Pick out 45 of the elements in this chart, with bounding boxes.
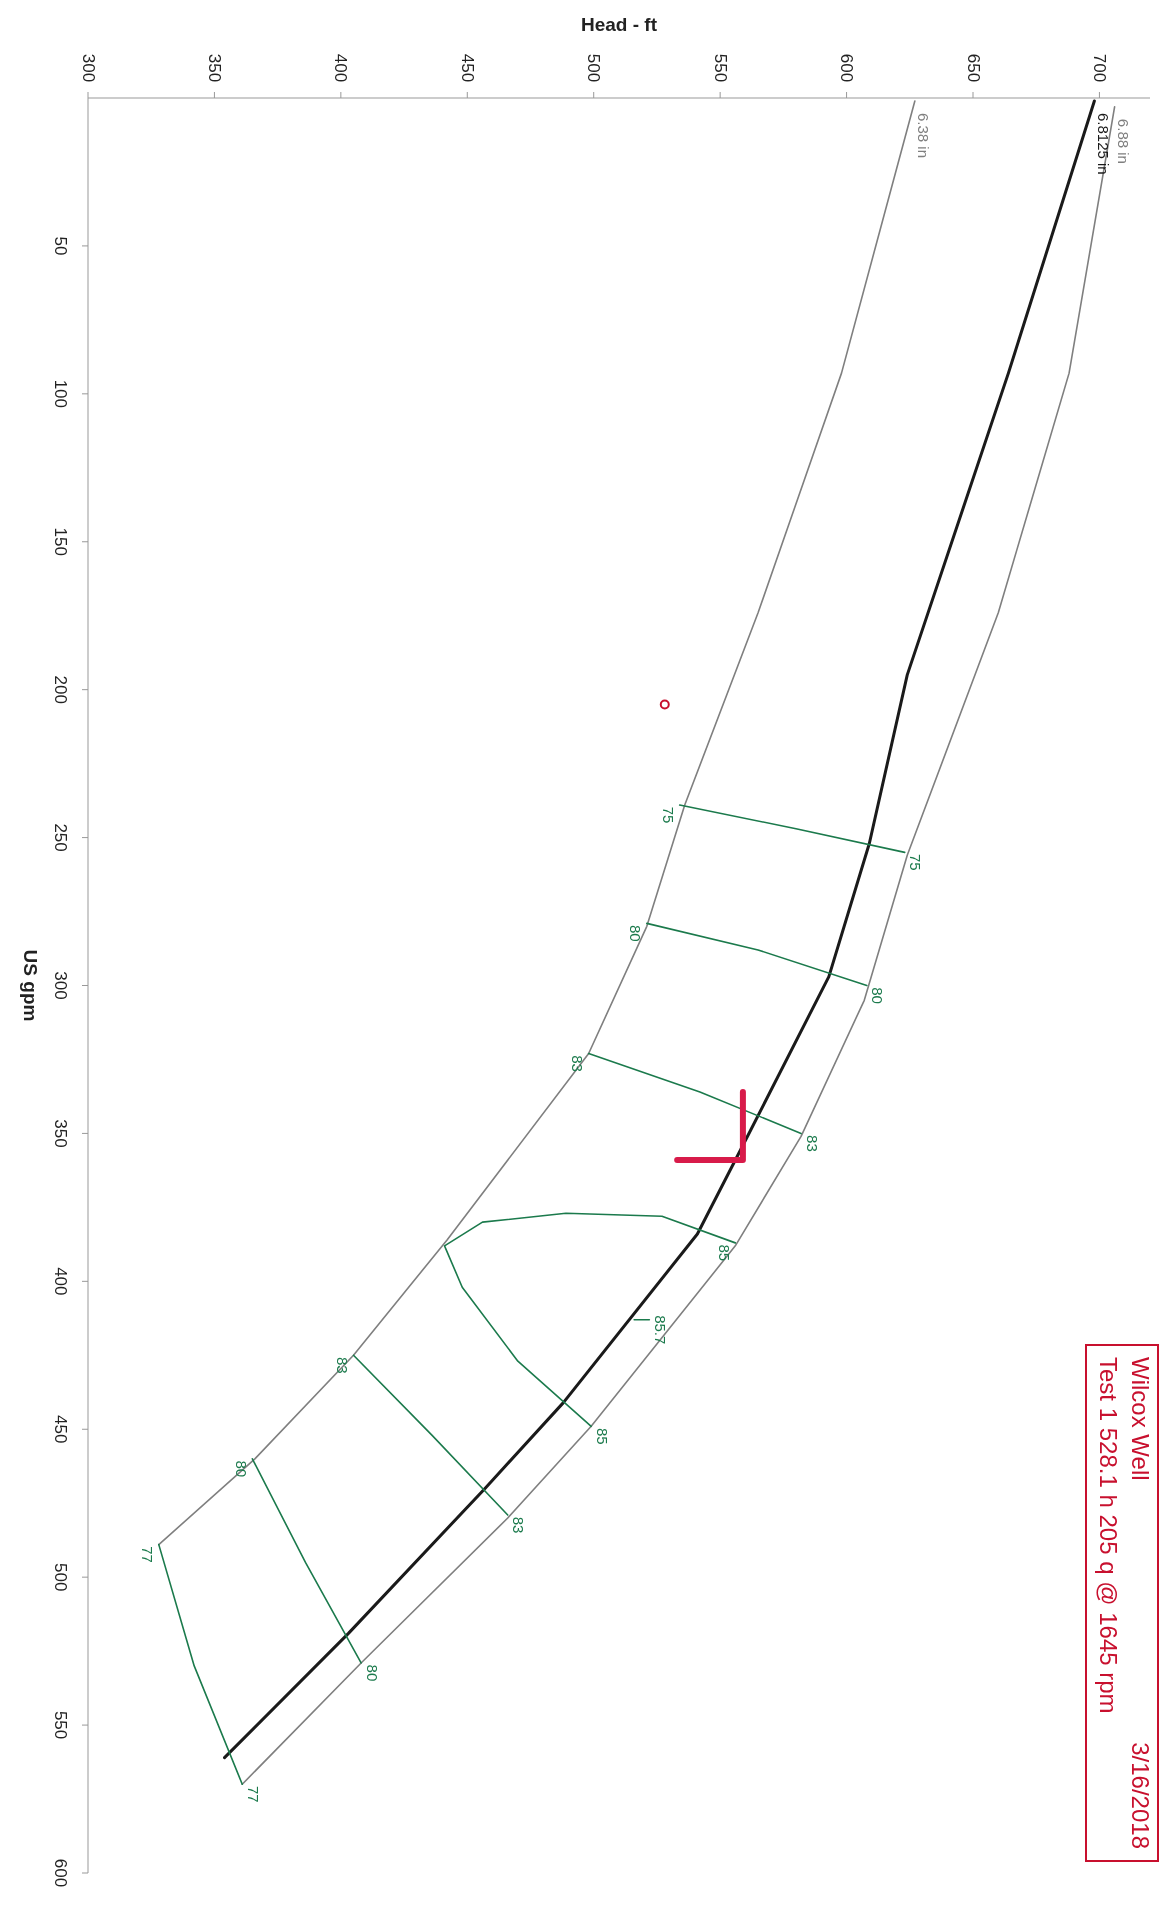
text: 77	[139, 1546, 157, 1563]
y-tick-label: 100	[50, 379, 70, 409]
text: 75	[907, 854, 925, 871]
annotation: Test 1 528.1 h 205 q @ 1645 rpm	[1094, 1357, 1122, 1714]
line-series	[443, 1212, 737, 1428]
y-tick-label: 250	[50, 823, 70, 852]
x-tick-label: 350	[204, 53, 224, 83]
annotation: 3/16/2018	[1126, 1742, 1154, 1849]
y-tick-label: 400	[50, 1267, 70, 1296]
y-tick-label: 200	[50, 675, 70, 704]
y-tick-label: 600	[50, 1858, 70, 1888]
y-tick-label: 350	[50, 1119, 70, 1148]
x-tick-label: 650	[963, 53, 983, 83]
y-axis-title: US gpm	[19, 949, 41, 1022]
text: 85	[593, 1427, 611, 1445]
y-tick-label: 450	[50, 1415, 70, 1444]
text: 80	[627, 925, 645, 942]
text: 85.7	[651, 1315, 669, 1345]
text: 85	[715, 1244, 733, 1262]
text: 80	[869, 987, 887, 1004]
x-axis-title: Head - ft	[581, 14, 658, 36]
x-tick-label: 400	[331, 53, 351, 83]
x-tick-label: 700	[1089, 53, 1109, 83]
text: 83	[803, 1135, 821, 1152]
y-tick-label: 50	[50, 236, 70, 256]
y-tick-label: 300	[50, 971, 70, 1000]
text: 77	[244, 1785, 262, 1803]
x-tick-label: 550	[710, 53, 730, 83]
x-tick-label: 500	[584, 53, 604, 83]
text: 6.38 in	[915, 112, 933, 159]
text: 80	[363, 1664, 381, 1682]
text: 83	[510, 1516, 528, 1534]
text: 6.88 in	[1115, 118, 1133, 164]
text: 83	[569, 1055, 587, 1072]
y-tick-label: 150	[50, 527, 70, 556]
text: 6.8125 in	[1094, 112, 1112, 175]
text: 75	[660, 806, 678, 824]
x-tick-label: 300	[78, 53, 98, 83]
text: 83	[334, 1356, 351, 1374]
y-tick-label: 550	[50, 1710, 70, 1740]
text: 80	[232, 1460, 250, 1478]
annotation: Wilcox Well	[1126, 1357, 1154, 1481]
x-tick-label: 450	[457, 53, 477, 83]
y-tick-label: 500	[50, 1562, 70, 1592]
x-tick-label: 600	[837, 53, 857, 83]
